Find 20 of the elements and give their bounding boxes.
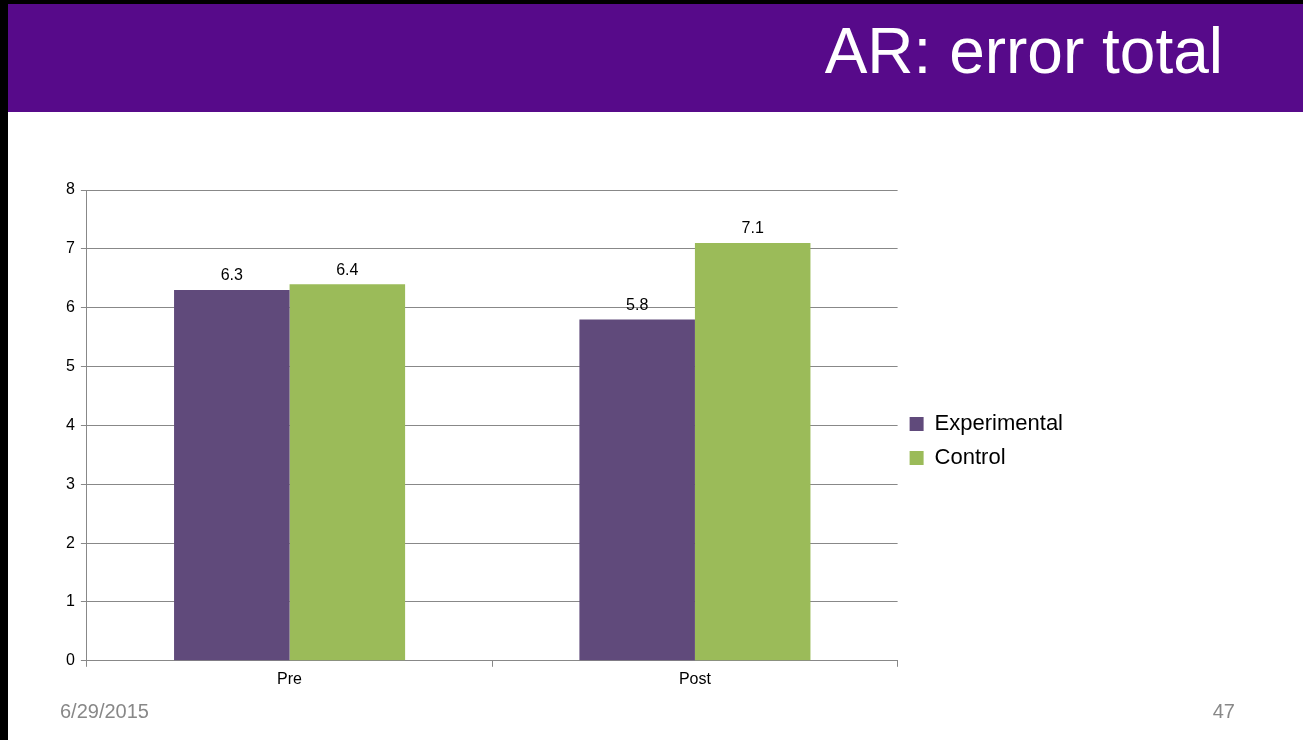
chart-title: AR: error total <box>824 14 1223 88</box>
y-tick-label: 3 <box>65 474 75 492</box>
text: 6/29/2015 <box>60 700 149 723</box>
legend-label: Control <box>934 444 1006 470</box>
y-tick-label: 0 <box>65 651 75 669</box>
legend-label: Experimental <box>934 410 1063 436</box>
data-label: 5.8 <box>626 295 649 313</box>
y-tick-label: 7 <box>65 239 75 257</box>
y-tick-label: 4 <box>65 415 75 433</box>
data-label: 6.4 <box>336 260 359 278</box>
y-tick-label: 5 <box>65 356 75 374</box>
y-tick-label: 8 <box>65 180 75 198</box>
data-label: 7.1 <box>741 219 764 237</box>
x-tick-label: Pre <box>277 669 303 687</box>
x-tick-label: Post <box>678 669 712 687</box>
y-tick-label: 2 <box>65 533 75 551</box>
y-tick-label: 1 <box>65 592 75 610</box>
data-label: 6.3 <box>220 266 244 284</box>
text: 47 <box>1212 700 1235 723</box>
y-tick-label: 6 <box>65 298 75 316</box>
